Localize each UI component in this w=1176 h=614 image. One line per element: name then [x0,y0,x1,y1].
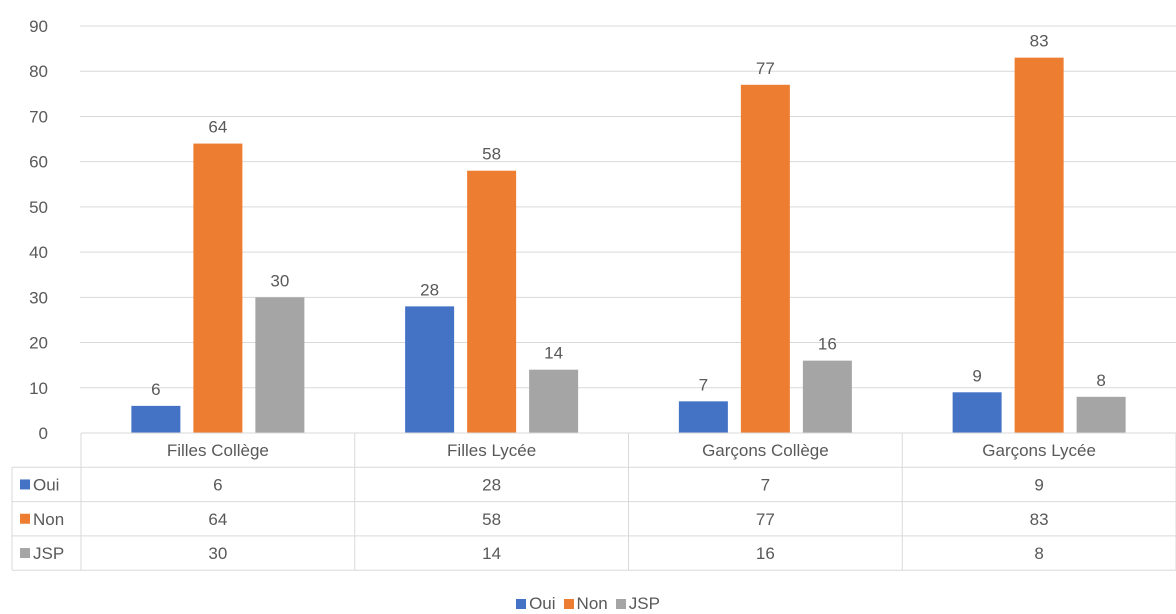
table-series-label: Non [33,510,64,529]
table-cell: 28 [482,475,501,494]
y-tick-label: 40 [29,243,48,262]
legend-swatch [563,599,574,609]
table-legend-key [20,548,30,559]
bar-jsp [529,369,579,433]
y-tick-label: 90 [29,17,48,36]
x-tick-label: Garçons Lycée [982,441,1096,460]
y-tick-label: 70 [29,107,48,126]
y-tick-label: 0 [39,424,48,443]
legend-label: JSP [628,594,660,613]
legend: Oui Non JSP [0,594,1176,614]
table-cell: 58 [482,510,501,529]
table-series-label: JSP [33,544,64,563]
bar-jsp [1076,396,1126,433]
table-cell: 8 [1034,544,1043,563]
table-cell: 6 [213,475,222,494]
table-cell: 7 [761,475,770,494]
legend-swatch [615,599,626,609]
x-tick-label: Filles Collège [167,441,269,460]
bar-oui [405,306,455,433]
table-cell: 83 [1030,510,1049,529]
data-label: 64 [208,118,227,137]
legend-label: Non [576,594,608,613]
x-tick-label: Garçons Collège [702,441,829,460]
data-label: 30 [270,271,289,290]
data-label: 14 [544,344,563,363]
y-tick-label: 10 [29,379,48,398]
legend-swatch [516,599,527,609]
table-legend-key [20,479,30,490]
legend-item-jsp: JSP [615,594,660,614]
data-label: 7 [699,375,708,394]
table-cell: 14 [482,544,501,563]
bar-oui [131,405,181,433]
data-label: 77 [756,59,775,78]
table-cell: 9 [1034,475,1043,494]
bar-non [1014,57,1064,434]
table-legend-key [20,513,30,524]
x-tick-label: Filles Lycée [447,441,536,460]
bar-oui [678,401,728,433]
data-label: 58 [482,145,501,164]
legend-label: Oui [529,594,556,613]
y-tick-label: 60 [29,153,48,172]
data-label: 8 [1096,371,1105,390]
y-tick-label: 30 [29,288,48,307]
y-tick-label: 50 [29,198,48,217]
bar-non [740,84,790,434]
bar-non [467,170,517,433]
data-label: 16 [818,335,837,354]
data-label: 83 [1030,32,1049,51]
legend-item-non: Non [563,594,608,614]
table-series-label: Oui [33,475,59,494]
table-cell: 77 [756,510,775,529]
legend-item-oui: Oui [516,594,556,614]
y-tick-label: 80 [29,62,48,81]
bar-non [193,143,243,434]
data-label: 28 [420,280,439,299]
bar-jsp [255,297,305,433]
table-cell: 30 [208,544,227,563]
data-label: 6 [151,380,160,399]
table-cell: 16 [756,544,775,563]
y-tick-label: 20 [29,334,48,353]
bar-oui [952,392,1002,433]
table-cell: 64 [208,510,227,529]
data-label: 9 [972,366,981,385]
bar-jsp [802,360,852,433]
